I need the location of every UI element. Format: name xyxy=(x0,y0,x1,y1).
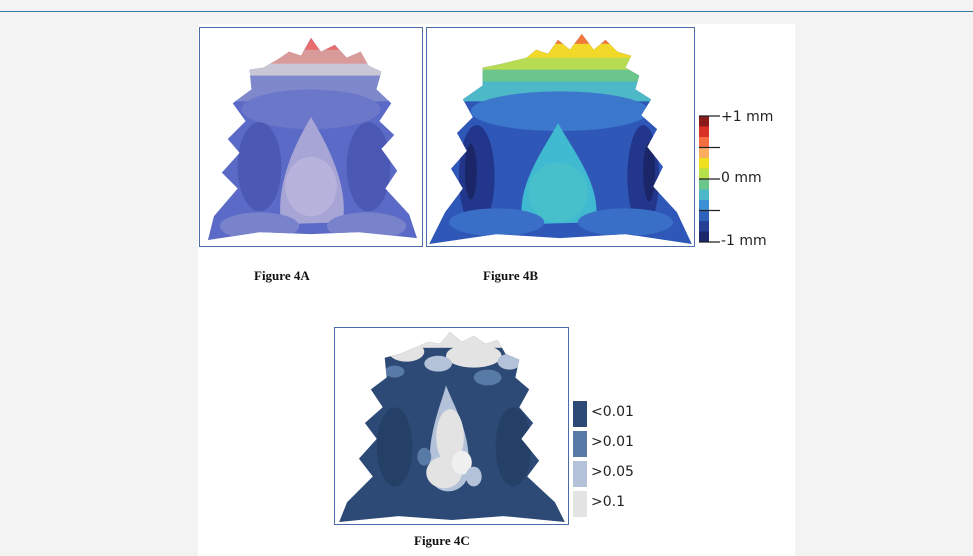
colorbar-label-min: -1 mm xyxy=(721,233,767,249)
colorbar-segment xyxy=(699,147,709,159)
top-divider xyxy=(0,11,973,12)
legend-swatch xyxy=(573,461,587,487)
colorbar-segment xyxy=(699,168,709,180)
caption-figure-4a: Figure 4A xyxy=(254,268,310,283)
legend-label: >0.1 xyxy=(591,494,625,510)
colorbar-segment xyxy=(699,179,709,190)
legend-swatch xyxy=(573,401,587,427)
figure-4c-palate-map xyxy=(339,331,565,523)
colorbar-segment xyxy=(699,200,709,211)
legend-label: >0.01 xyxy=(591,434,634,450)
colorbar-segment xyxy=(699,210,709,222)
colorbar-segment xyxy=(699,221,709,232)
figure-4c-panel xyxy=(334,327,569,525)
legend-label: <0.01 xyxy=(591,404,634,420)
caption-figure-4b: Figure 4B xyxy=(483,268,539,283)
figure-4b-panel xyxy=(426,27,695,247)
colorbar-label-zero: 0 mm xyxy=(721,170,762,186)
caption-figure-4c: Figure 4C xyxy=(414,533,470,548)
colorbar-segment xyxy=(699,126,709,138)
figure-4b-palate-map xyxy=(429,33,692,245)
legend-swatch xyxy=(573,491,587,517)
legend-label: >0.05 xyxy=(591,464,634,480)
colorbar xyxy=(699,115,720,243)
colorbar-segment xyxy=(699,137,709,148)
colorbar-label-max: +1 mm xyxy=(721,109,774,125)
colorbar-segment xyxy=(699,116,709,127)
figure-4a-panel xyxy=(199,27,423,247)
colorbar-segment xyxy=(699,158,709,169)
colorbar-segment xyxy=(699,231,709,243)
legend-swatch xyxy=(573,431,587,457)
colorbar-segment xyxy=(699,189,709,201)
figure-4a-palate-map xyxy=(207,37,418,241)
